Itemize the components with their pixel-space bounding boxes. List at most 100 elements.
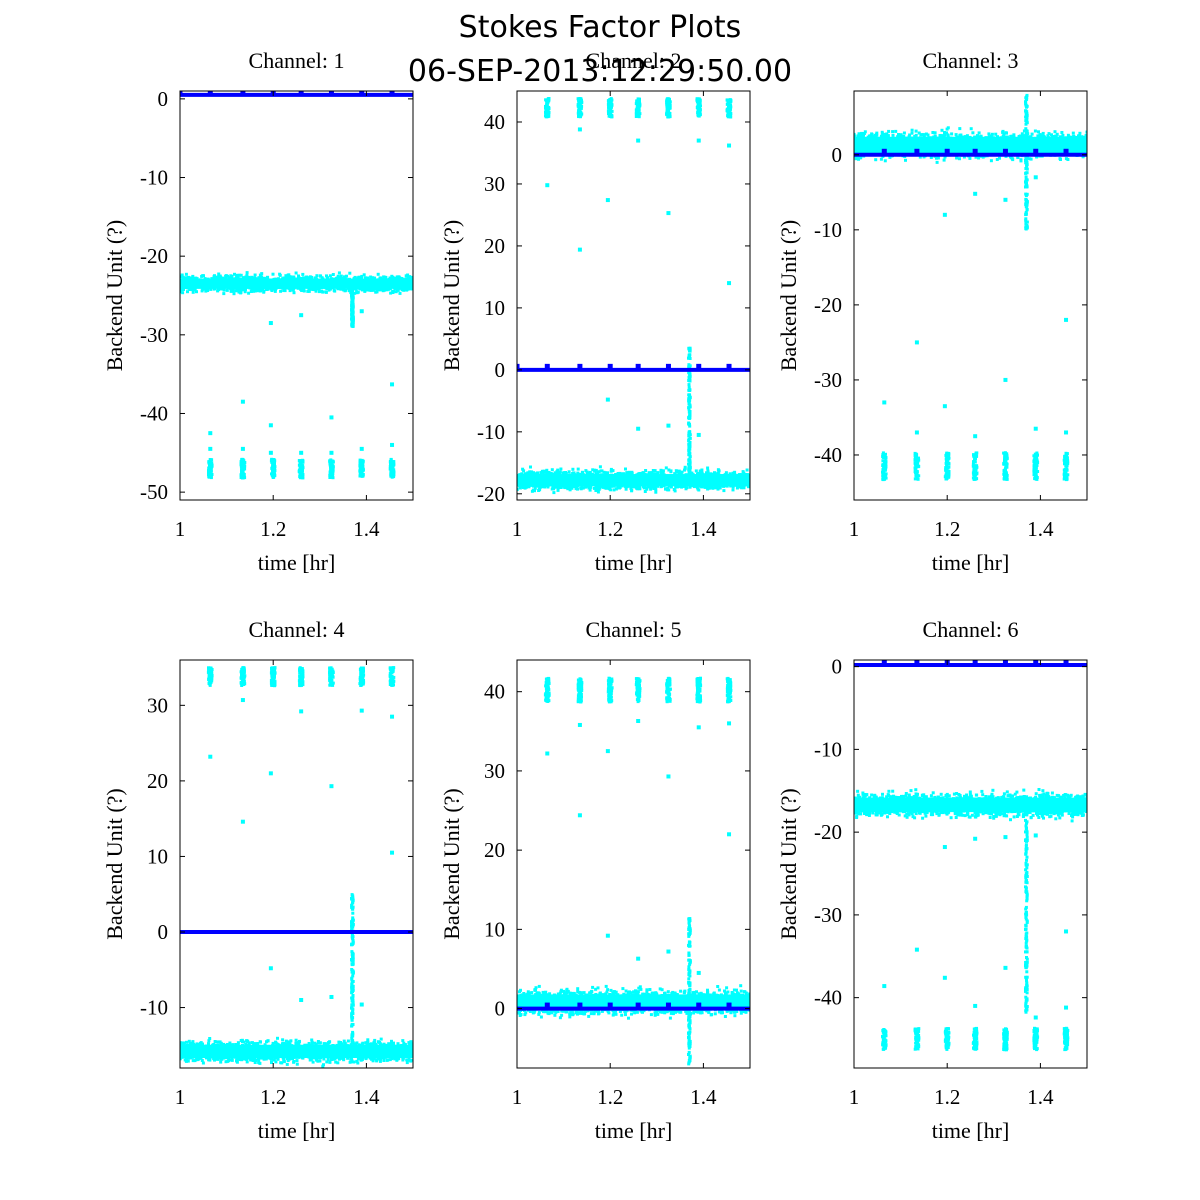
cluster-point: [727, 111, 731, 115]
spike-point: [688, 399, 692, 403]
scatter-point: [700, 470, 704, 474]
cluster-point: [271, 465, 274, 469]
cluster-point: [634, 115, 638, 118]
spike-point: [687, 446, 691, 450]
scatter-point: [370, 288, 374, 292]
plot-area: [854, 93, 1087, 482]
scatter-point: [673, 489, 677, 493]
scatter-point: [559, 467, 563, 471]
cluster-point: [301, 460, 305, 464]
scatter-point: [258, 273, 262, 277]
figure-subtitle-timestamp: 06-SEP-2013:12:29:50.00: [407, 54, 793, 89]
scatter-point: [576, 471, 580, 475]
cluster-point: [667, 112, 671, 116]
mean-marker: [207, 91, 213, 94]
scatter-point: [609, 469, 613, 473]
scatter-point: [581, 471, 585, 474]
scatter-point: [659, 468, 663, 472]
stray-point: [605, 198, 610, 203]
scatter-point: [958, 157, 961, 161]
scatter-point: [218, 275, 222, 279]
scatter-point: [244, 287, 247, 291]
cluster-point: [638, 104, 642, 108]
cluster-point: [239, 463, 243, 467]
scatter-point: [247, 291, 251, 295]
scatter-point: [674, 485, 678, 489]
scatter-point: [594, 486, 598, 490]
mean-marker: [240, 91, 246, 94]
cluster-point: [577, 109, 581, 113]
axes-frame: [516, 90, 751, 501]
scatter-point: [231, 289, 235, 293]
scatter-point: [245, 271, 249, 275]
cluster-point: [391, 472, 395, 476]
cluster-point: [578, 102, 582, 106]
scatter-point: [688, 485, 692, 489]
cluster-point: [546, 99, 549, 103]
spike-point: [687, 363, 691, 367]
scatter-point: [651, 469, 655, 472]
scatter-point: [222, 288, 226, 292]
scatter-point: [667, 488, 671, 492]
scatter-point: [718, 486, 722, 490]
spike-point: [687, 385, 691, 389]
cluster-point: [580, 104, 584, 108]
cluster-point: [577, 97, 581, 101]
scatter-point: [542, 469, 545, 473]
scatter-point: [315, 274, 319, 278]
scatter-point: [390, 274, 394, 278]
scatter-point: [588, 488, 592, 492]
figure-title: Stokes Factor Plots: [458, 10, 742, 45]
cluster-point: [392, 475, 396, 479]
spike-point: [688, 424, 692, 428]
scatter-point: [652, 487, 656, 490]
scatter-point: [237, 273, 241, 277]
scatter-point: [550, 468, 554, 472]
cluster-point: [299, 475, 303, 479]
scatter-point: [528, 470, 532, 474]
spike-point: [687, 442, 691, 446]
scatter-point: [376, 272, 380, 276]
cluster-point: [273, 465, 277, 469]
scatter-point: [300, 288, 304, 292]
scatter-point: [609, 467, 613, 471]
cluster-point: [667, 115, 670, 119]
cluster-point: [328, 460, 332, 464]
scatter-point: [311, 288, 315, 291]
mean-marker: [298, 91, 304, 94]
spike-point: [687, 421, 691, 425]
scatter-point: [297, 276, 301, 280]
scatter-point: [589, 485, 593, 489]
y-tick-label: 10: [484, 296, 505, 320]
scatter-point: [735, 486, 739, 490]
spike-point: [350, 284, 354, 287]
cluster-point: [728, 99, 732, 103]
scatter-point: [602, 470, 606, 474]
scatter-point: [579, 487, 583, 491]
spike-point: [688, 440, 692, 444]
cluster-point: [210, 458, 214, 462]
scatter-point: [180, 273, 184, 277]
cluster-point: [696, 109, 700, 113]
scatter-point: [630, 489, 634, 493]
cluster-point: [361, 469, 365, 472]
cluster-point: [545, 101, 549, 105]
spike-point: [688, 405, 692, 409]
spike-point: [687, 458, 691, 462]
spike-point: [688, 433, 692, 437]
scatter-point: [222, 292, 226, 296]
scatter-point: [256, 288, 260, 292]
scatter-point: [612, 488, 616, 492]
cluster-point: [668, 100, 672, 104]
scatter-point: [604, 471, 608, 475]
spike-point: [350, 299, 354, 303]
scatter-point: [188, 276, 192, 280]
scatter-point: [711, 486, 715, 490]
stray-point: [268, 321, 273, 326]
cluster-point: [666, 108, 670, 112]
scatter-point: [313, 276, 317, 280]
scatter-point: [310, 275, 313, 279]
scatter-point: [337, 271, 341, 275]
scatter-point: [624, 467, 627, 471]
scatter-point: [398, 276, 402, 280]
